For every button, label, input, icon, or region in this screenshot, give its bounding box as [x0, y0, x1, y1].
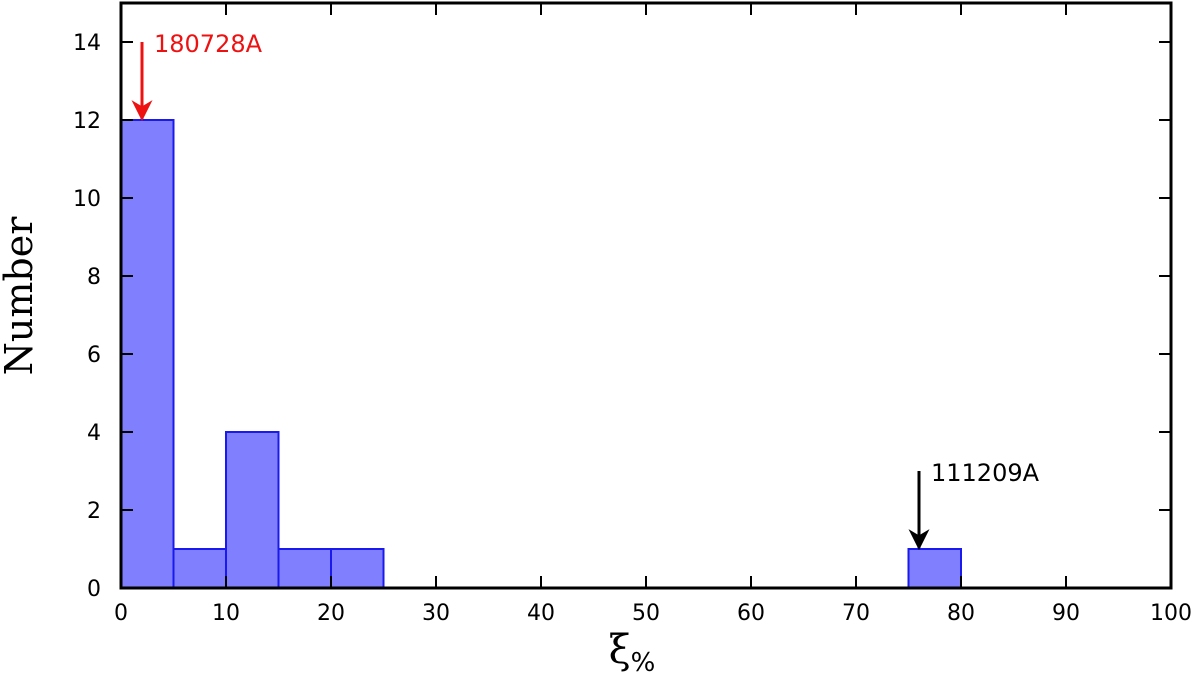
x-tick-label-100: 100	[1150, 601, 1192, 626]
y-tick-label-6: 6	[87, 343, 101, 368]
x-tick-label-90: 90	[1052, 601, 1080, 626]
x-axis-label-subscript: %	[631, 648, 656, 674]
y-tick-label-12: 12	[73, 109, 101, 134]
histogram-bars	[120, 119, 962, 589]
histogram-bar-2	[225, 431, 280, 589]
y-tick-label-0: 0	[87, 577, 101, 602]
x-tick-label-40: 40	[527, 601, 555, 626]
y-axis-label: Number	[0, 216, 41, 376]
y-tick-label-14: 14	[73, 31, 101, 56]
x-tick-label-0: 0	[114, 601, 128, 626]
y-tick-label-2: 2	[87, 499, 101, 524]
histogram-bar-4	[330, 548, 385, 589]
y-tick-label-4: 4	[87, 421, 101, 446]
x-axis-label: ξ%	[609, 627, 656, 674]
x-tick-label-10: 10	[212, 601, 240, 626]
annotation-label-0: 180728A	[154, 30, 263, 58]
x-tick-label-30: 30	[422, 601, 450, 626]
x-tick-label-80: 80	[947, 601, 975, 626]
y-tick-label-8: 8	[87, 265, 101, 290]
x-tick-label-60: 60	[737, 601, 765, 626]
x-axis-label-symbol: ξ	[609, 627, 631, 673]
histogram-bar-5	[907, 548, 962, 589]
x-tick-label-50: 50	[632, 601, 660, 626]
annotations: 180728A 111209A	[131, 30, 1040, 551]
annotation-label-1: 111209A	[931, 459, 1040, 487]
x-tick-label-20: 20	[317, 601, 345, 626]
histogram-bar-1	[172, 548, 227, 589]
x-tick-label-70: 70	[842, 601, 870, 626]
histogram-bar-3	[277, 548, 332, 589]
y-tick-label-10: 10	[73, 187, 101, 212]
axis-ticks: 0 10 20 30 40 50 60 70 80 90 100 0 2 4 6 8 10 12 14	[73, 3, 1192, 626]
